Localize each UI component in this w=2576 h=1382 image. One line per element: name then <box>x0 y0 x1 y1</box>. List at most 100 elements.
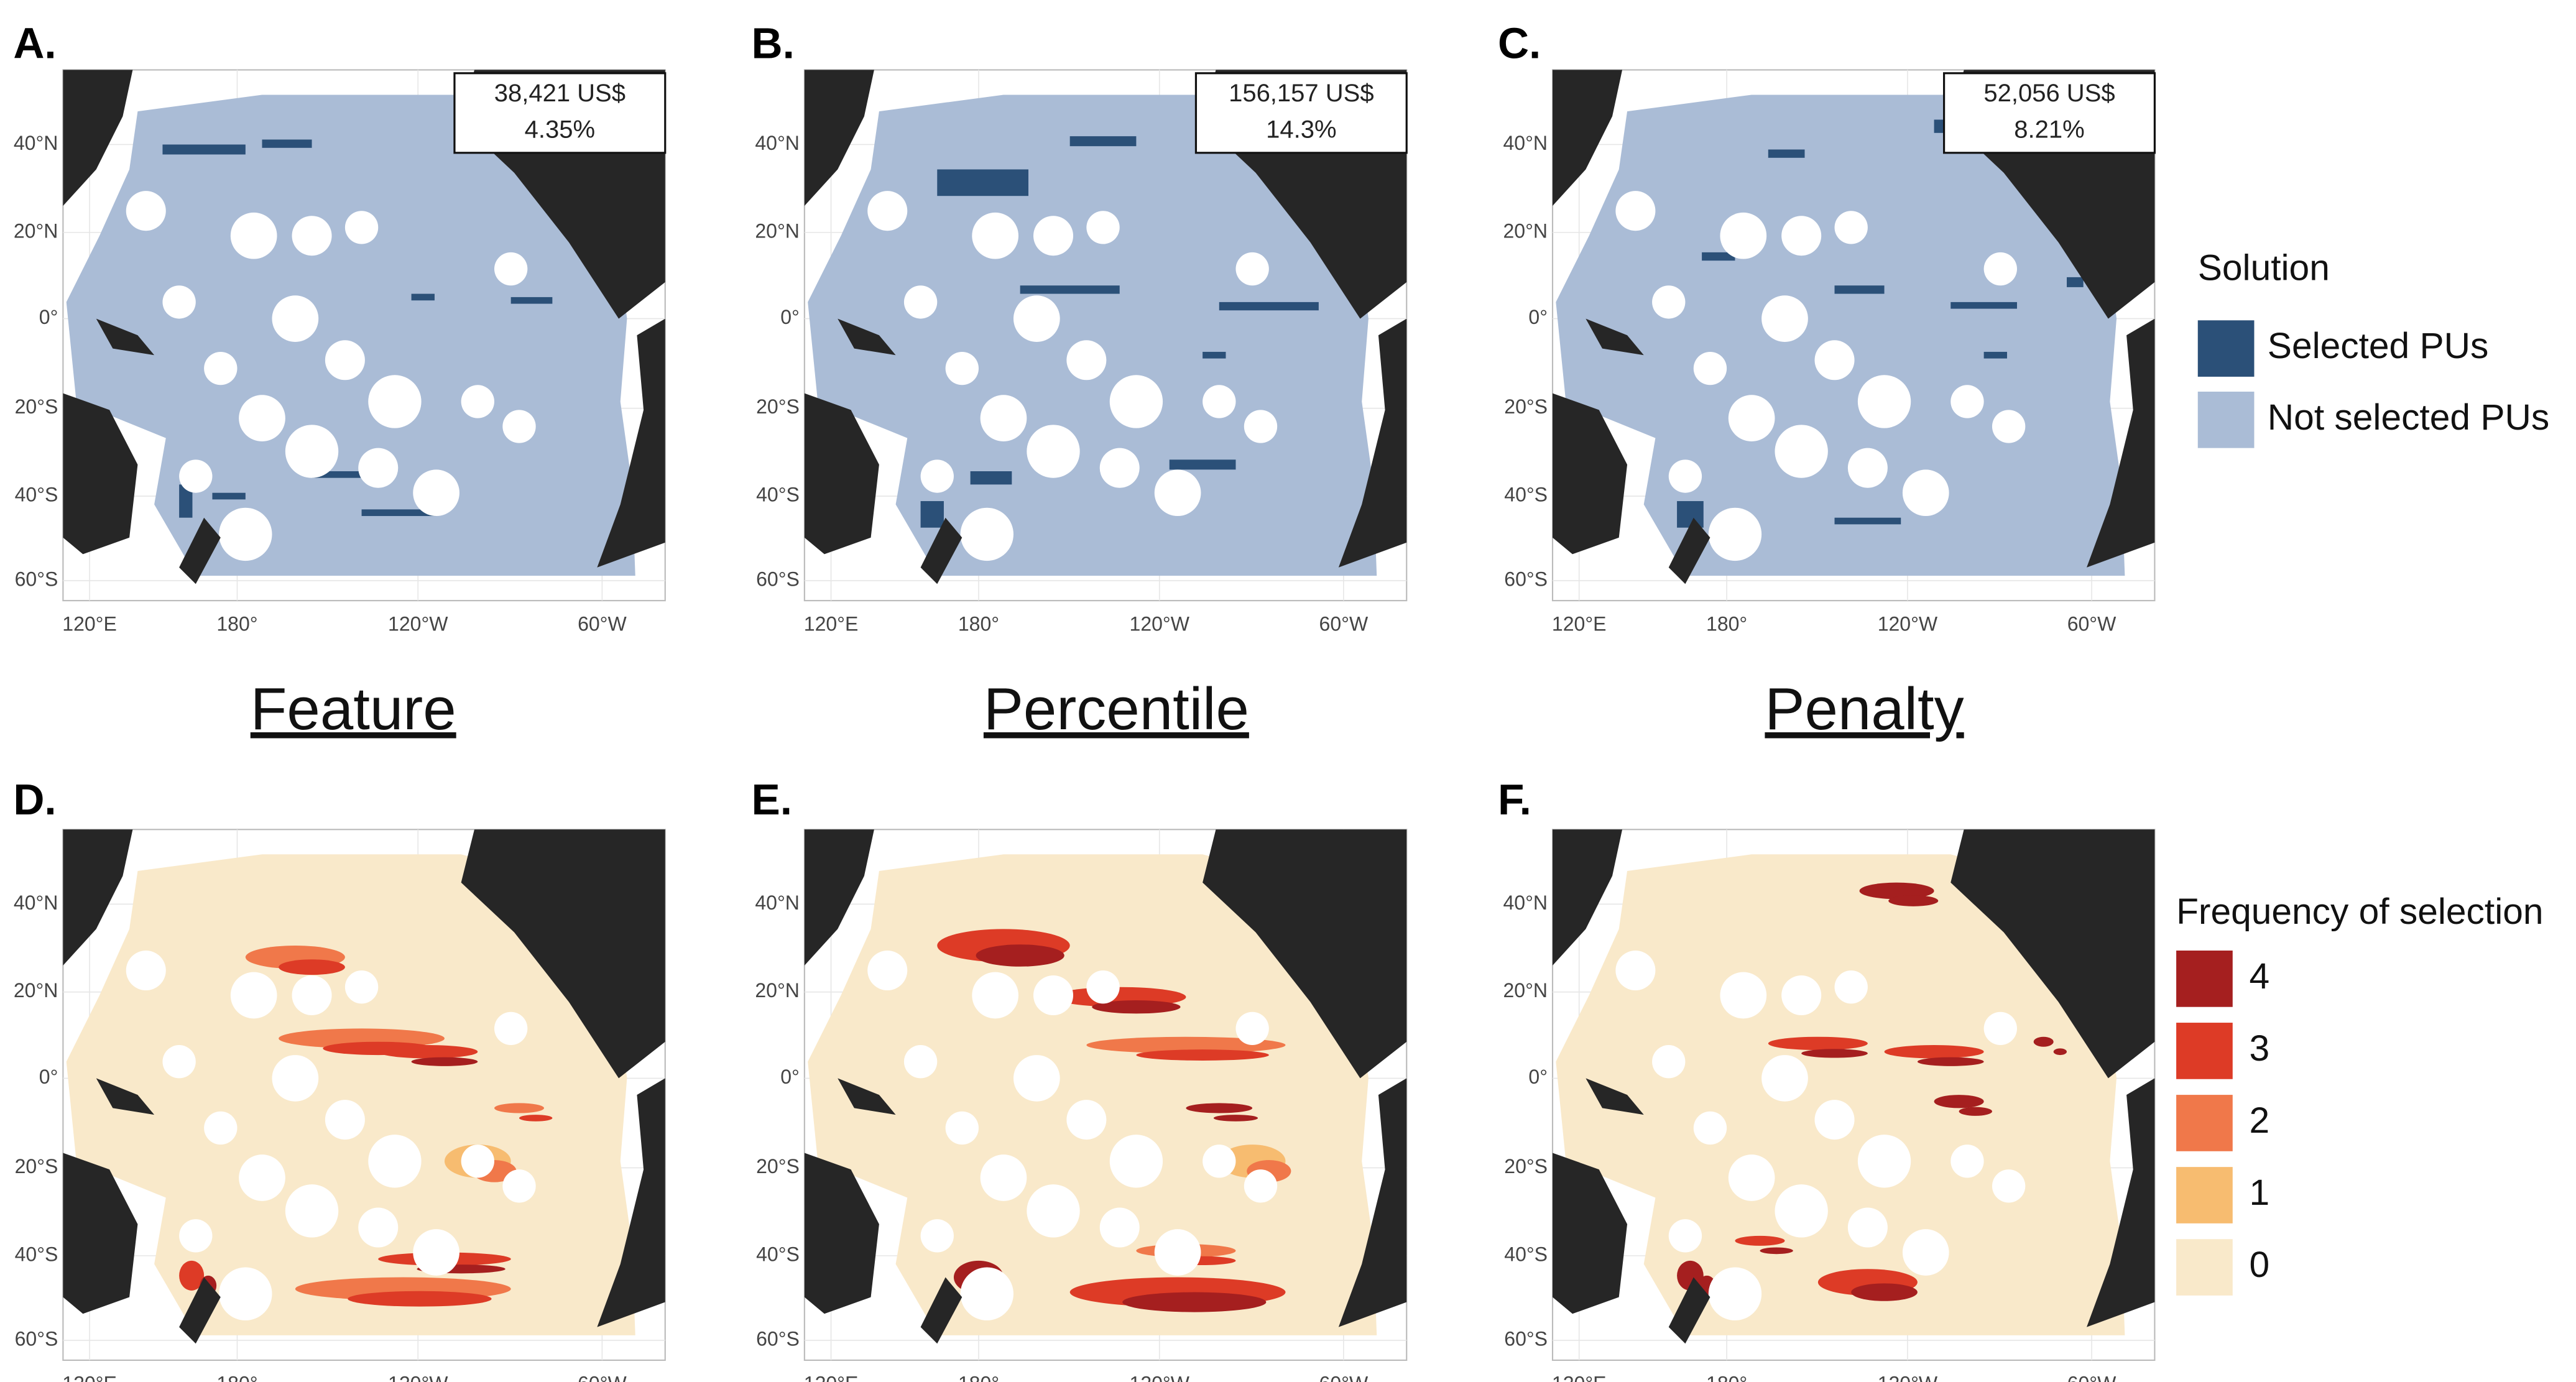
eez-hole <box>239 1154 285 1201</box>
land <box>804 393 879 555</box>
frequency-area <box>976 944 1064 967</box>
frequency-area <box>1122 1292 1267 1312</box>
ocean-area <box>66 854 635 1335</box>
eez-hole <box>230 212 277 259</box>
eez-hole <box>1992 1169 2026 1203</box>
y-tick-label: 20°N <box>1503 219 1548 242</box>
eez-hole <box>502 410 536 443</box>
x-tick-label: 180° <box>958 613 999 635</box>
eez-hole <box>903 1045 938 1079</box>
x-tick-label: 120°E <box>804 1372 859 1382</box>
eez-hole <box>1834 970 1868 1004</box>
eez-hole <box>920 459 954 493</box>
selected-area <box>162 144 246 155</box>
eez-hole <box>1708 1267 1762 1320</box>
eez-hole <box>903 285 938 319</box>
frequency-area <box>1859 882 1934 900</box>
eez-hole <box>1761 295 1808 342</box>
frequency-area <box>1917 1057 1984 1066</box>
frequency-area <box>1136 1049 1269 1061</box>
eez-hole <box>1950 1145 1984 1178</box>
frequency-area <box>1760 1247 1793 1255</box>
selected-area <box>411 293 435 301</box>
frequency-area <box>1735 1235 1785 1246</box>
eez-hole <box>413 469 459 517</box>
x-tick-label: 180° <box>216 613 257 635</box>
eez-hole <box>239 395 285 442</box>
annotation-box <box>1942 72 2156 154</box>
eez-hole <box>358 448 399 488</box>
land <box>63 393 138 555</box>
ocean-area <box>808 94 1377 576</box>
frequency-area <box>1092 1000 1181 1014</box>
y-tick-label: 40°S <box>15 1243 58 1265</box>
frequency-area <box>1213 1115 1258 1122</box>
land <box>804 829 874 966</box>
eez-hole <box>1066 340 1107 380</box>
x-tick-label: 60°W <box>578 1372 627 1382</box>
legend-swatch <box>2176 1095 2233 1151</box>
frequency-area <box>2053 1048 2067 1056</box>
selected-area <box>2067 277 2084 287</box>
cost-label: 38,421 US$ <box>494 80 626 107</box>
eez-hole <box>972 212 1018 259</box>
land <box>1950 829 2155 1079</box>
eez-hole <box>1992 410 2026 443</box>
y-tick-label: 20°N <box>14 979 58 1002</box>
y-tick-label: 20°S <box>15 1155 58 1177</box>
x-tick-label: 60°W <box>1319 1372 1369 1382</box>
land <box>1586 318 1644 356</box>
selected-area <box>937 169 1028 196</box>
land <box>1668 517 1710 584</box>
y-tick-label: 40°N <box>755 132 800 154</box>
eez-hole <box>1013 1055 1060 1102</box>
eez-hole <box>219 507 272 561</box>
x-tick-label: 180° <box>958 1372 999 1382</box>
legend-swatch <box>2197 391 2255 448</box>
y-tick-label: 20°N <box>1503 979 1548 1002</box>
land <box>63 829 133 966</box>
eez-hole <box>1983 1011 2017 1046</box>
y-tick-label: 20°N <box>755 979 800 1002</box>
eez-hole <box>179 1219 213 1253</box>
x-tick-label: 120°W <box>388 1372 448 1382</box>
selected-area <box>1219 302 1319 311</box>
eez-hole <box>1857 375 1911 428</box>
eez-hole <box>972 972 1018 1019</box>
y-tick-label: 40°N <box>1503 132 1548 154</box>
panel-label: A. <box>13 19 56 67</box>
column-title: Feature <box>251 676 456 742</box>
selected-area <box>1834 285 1885 294</box>
eez-hole <box>1728 1154 1775 1201</box>
frequency-area <box>179 1260 205 1291</box>
y-tick-label: 60°S <box>1504 568 1548 591</box>
eez-hole <box>867 191 908 231</box>
eez-hole <box>285 425 339 478</box>
land <box>2087 318 2155 568</box>
eez-hole <box>1244 410 1278 443</box>
eez-hole <box>162 1045 196 1079</box>
frequency-area <box>1959 1107 1992 1116</box>
land <box>96 318 155 356</box>
selected-area <box>1203 351 1226 359</box>
eez-hole <box>980 395 1027 442</box>
eez-hole <box>1086 211 1120 244</box>
land <box>63 70 133 206</box>
eez-hole <box>461 1145 494 1178</box>
x-tick-label: 120°W <box>388 613 448 635</box>
y-tick-label: 20°S <box>15 395 58 418</box>
eez-hole <box>1781 975 1822 1016</box>
eez-hole <box>219 1267 272 1320</box>
y-tick-label: 60°S <box>15 1327 58 1350</box>
legend-swatch <box>2176 1167 2233 1223</box>
annotation-box <box>1194 72 1408 154</box>
eez-hole <box>1781 216 1822 256</box>
selected-area <box>1983 351 2007 359</box>
selected-area <box>179 484 193 518</box>
eez-hole <box>1693 351 1727 385</box>
eez-hole <box>1066 1100 1107 1140</box>
cost-label: 52,056 US$ <box>1983 80 2115 107</box>
y-tick-label: 60°S <box>1504 1327 1548 1350</box>
legend-swatch <box>2176 1023 2233 1079</box>
